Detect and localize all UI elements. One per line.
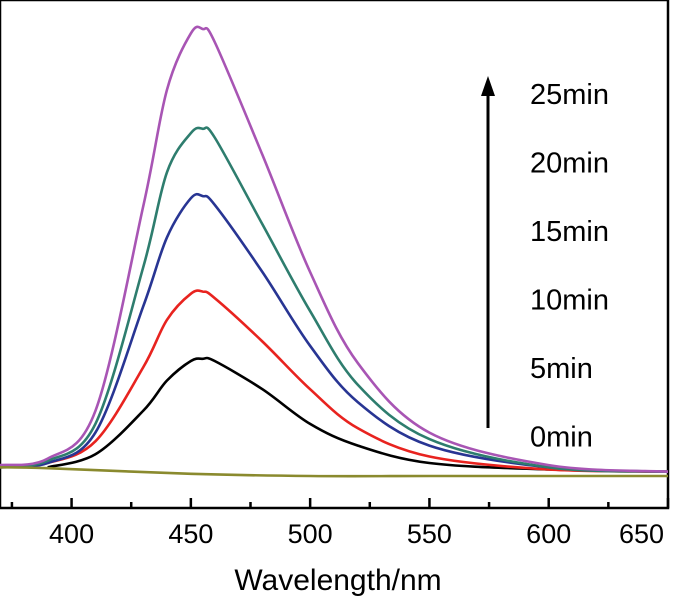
x-tick-label: 400	[49, 519, 94, 549]
series-line-10min	[0, 192, 669, 473]
legend-label-15min: 15min	[530, 216, 609, 248]
legend-label-0min: 0min	[530, 422, 593, 454]
legend-label-10min: 10min	[530, 285, 609, 317]
legend-label-20min: 20min	[530, 148, 609, 180]
x-tick-label: 600	[526, 519, 571, 549]
x-axis-title: Wavelength/nm	[234, 564, 441, 597]
legend-label-25min: 25min	[530, 79, 609, 111]
legend-label-5min: 5min	[530, 353, 593, 385]
x-tick-label: 650	[619, 519, 664, 549]
series-line-5min	[0, 289, 669, 473]
series-layer	[0, 25, 669, 478]
legend-labels: 25min 20min 15min 10min 5min 0min	[530, 79, 609, 454]
legend-arrow	[481, 76, 495, 428]
x-tick-label: 500	[288, 519, 333, 549]
plot-frame	[0, 0, 670, 510]
x-tick-labels: 400 450 500 550 600 650	[49, 519, 664, 549]
series-line-20min	[0, 25, 669, 473]
x-tick-label: 550	[407, 519, 452, 549]
arrow-head-icon	[481, 76, 495, 96]
series-line-0min	[47, 356, 669, 473]
series-line-baseline	[0, 466, 668, 478]
series-line-15min	[0, 126, 669, 473]
x-tick-label: 450	[168, 519, 213, 549]
x-ticks	[10, 498, 670, 508]
